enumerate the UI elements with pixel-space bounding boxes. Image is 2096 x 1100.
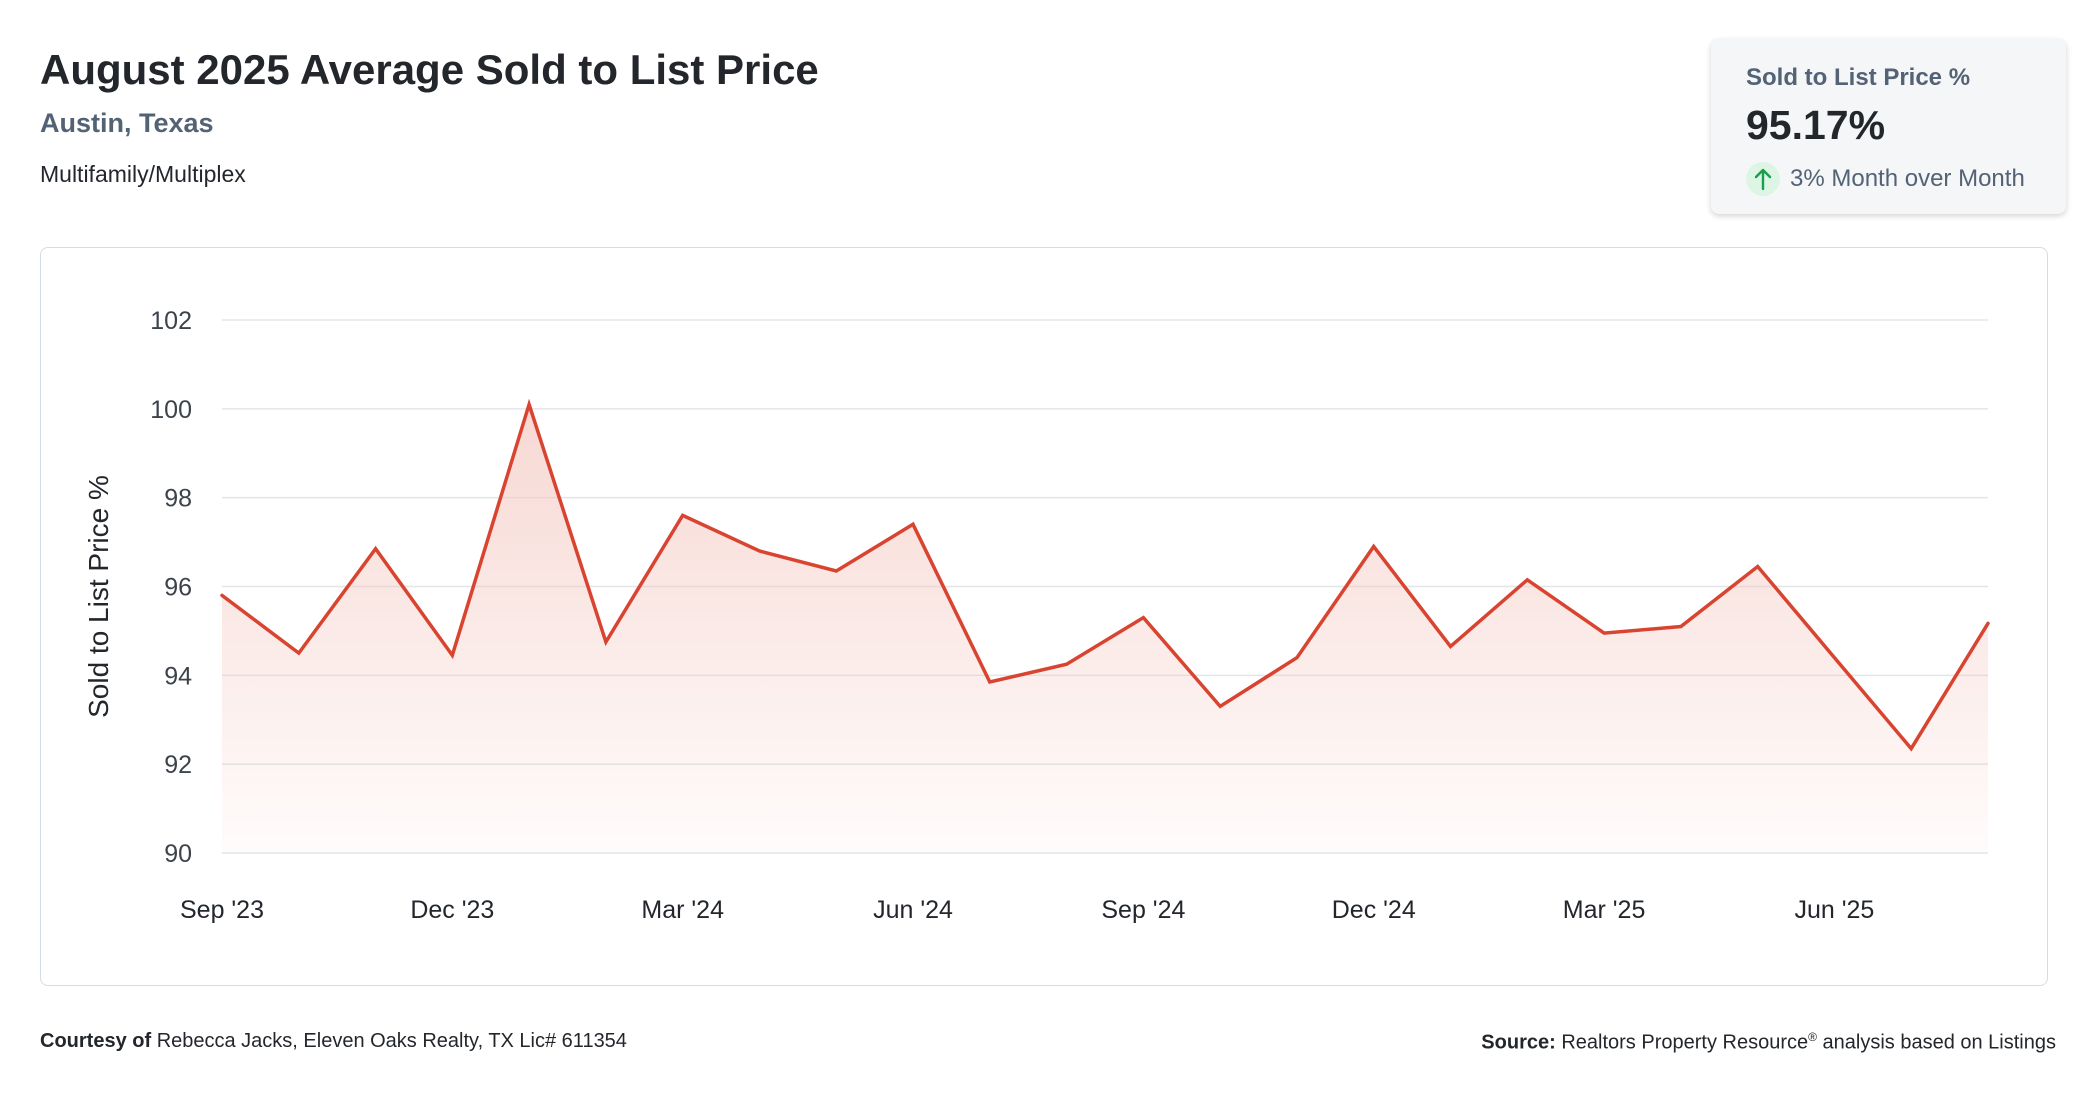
y-axis-ticks: 90 92 94 96 98 100 102 <box>150 307 192 868</box>
stat-label: Sold to List Price % <box>1746 64 1971 91</box>
data-point-Jun '24[interactable] <box>910 521 916 527</box>
stat-change-text: 3% Month over Month <box>1790 165 2025 192</box>
data-point-Mar '24[interactable] <box>680 512 686 518</box>
arrow-up-icon <box>1746 162 1780 196</box>
data-point-Feb '24[interactable] <box>603 639 609 645</box>
area-fill-layer <box>222 404 1988 853</box>
series-line <box>220 398 1990 752</box>
x-tick-label: Jun '25 <box>1795 896 1875 924</box>
stat-card: Sold to List Price % 95.17% 3% Month ove… <box>1711 39 2066 214</box>
x-tick-label: Sep '23 <box>180 896 264 924</box>
data-point-Jan '25[interactable] <box>1448 643 1454 649</box>
y-tick-label: 90 <box>164 840 192 868</box>
stat-change: 3% Month over Month <box>1746 162 2025 196</box>
registered-mark: ® <box>1808 1030 1817 1044</box>
data-point-Feb '25[interactable] <box>1524 577 1530 583</box>
data-point-Sep '24[interactable] <box>1140 615 1146 621</box>
data-point-May '25[interactable] <box>1755 564 1761 570</box>
data-point-Dec '24[interactable] <box>1371 544 1377 550</box>
source-description: analysis based on Listings <box>1822 1031 2056 1054</box>
area-fill <box>222 404 1988 853</box>
page-title: August 2025 Average Sold to List Price <box>40 46 819 93</box>
source-footer: Source: Realtors Property Resource® anal… <box>1481 1030 2056 1055</box>
data-point-May '24[interactable] <box>833 568 839 574</box>
data-point-Aug '25[interactable] <box>1985 620 1991 626</box>
data-point-Nov '24[interactable] <box>1294 655 1300 661</box>
y-tick-label: 98 <box>164 485 192 513</box>
location-subtitle: Austin, Texas <box>40 108 214 138</box>
x-tick-label: Mar '25 <box>1563 896 1646 924</box>
x-tick-label: Dec '24 <box>1332 896 1416 924</box>
courtesy-text: Rebecca Jacks, Eleven Oaks Realty, TX Li… <box>156 1030 627 1052</box>
courtesy-label: Courtesy of <box>40 1030 152 1052</box>
data-point-Apr '24[interactable] <box>756 548 762 554</box>
data-point-Sep '23[interactable] <box>219 592 225 598</box>
series-line-layer <box>219 398 1991 752</box>
y-axis-label: Sold to List Price % <box>83 475 114 718</box>
x-tick-label: Mar '24 <box>641 896 724 924</box>
source-label: Source: <box>1481 1031 1556 1054</box>
x-tick-label: Jun '24 <box>873 896 953 924</box>
data-point-Oct '24[interactable] <box>1217 703 1223 709</box>
source-name: Realtors Property Resource <box>1561 1031 1809 1054</box>
y-tick-label: 100 <box>150 396 192 424</box>
y-tick-label: 102 <box>150 307 192 335</box>
data-point-Aug '24[interactable] <box>1064 661 1070 667</box>
line-chart: 90 92 94 96 98 100 102 Sep '23 Dec '23 Mar '24 Ju… <box>83 307 1991 924</box>
data-point-Dec '23[interactable] <box>449 652 455 658</box>
x-axis-ticks: Sep '23 Dec '23 Mar '24 Jun '24 Sep '24 Dec '… <box>180 896 1874 924</box>
x-tick-label: Dec '23 <box>410 896 494 924</box>
data-point-Oct '23[interactable] <box>296 650 302 656</box>
chart-panel: 90 92 94 96 98 100 102 Sep '23 Dec '23 Mar '24 Ju… <box>40 247 2048 986</box>
courtesy-footer: Courtesy of Rebecca Jacks, Eleven Oaks R… <box>40 1030 627 1053</box>
data-point-Jun '25[interactable] <box>1831 655 1837 661</box>
property-type-label: Multifamily/Multiplex <box>40 161 246 187</box>
y-tick-label: 96 <box>164 574 192 602</box>
x-tick-label: Sep '24 <box>1101 896 1185 924</box>
data-point-Nov '23[interactable] <box>373 546 379 552</box>
y-tick-label: 92 <box>164 751 192 779</box>
data-point-Jul '25[interactable] <box>1908 746 1914 752</box>
stat-value: 95.17% <box>1746 102 1886 148</box>
y-tick-label: 94 <box>164 662 192 690</box>
data-point-Apr '25[interactable] <box>1678 623 1684 629</box>
data-point-Mar '25[interactable] <box>1601 630 1607 636</box>
data-point-Jul '24[interactable] <box>987 679 993 685</box>
data-point-Jan '24[interactable] <box>526 401 532 407</box>
